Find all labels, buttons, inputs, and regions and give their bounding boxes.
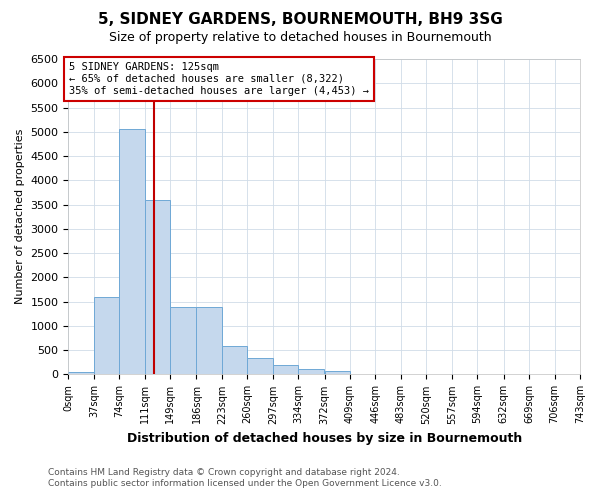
Bar xyxy=(94,297,119,374)
Text: Contains HM Land Registry data © Crown copyright and database right 2024.
Contai: Contains HM Land Registry data © Crown c… xyxy=(48,468,442,487)
Bar xyxy=(222,346,247,374)
Bar xyxy=(68,372,94,374)
Bar xyxy=(196,308,222,374)
Bar xyxy=(170,306,196,374)
Bar xyxy=(325,370,350,374)
Text: Size of property relative to detached houses in Bournemouth: Size of property relative to detached ho… xyxy=(109,31,491,44)
Y-axis label: Number of detached properties: Number of detached properties xyxy=(15,129,25,304)
Bar xyxy=(273,364,298,374)
Bar xyxy=(298,368,324,374)
Bar xyxy=(247,358,273,374)
X-axis label: Distribution of detached houses by size in Bournemouth: Distribution of detached houses by size … xyxy=(127,432,522,445)
Bar xyxy=(145,200,170,374)
Bar xyxy=(119,130,145,374)
Text: 5 SIDNEY GARDENS: 125sqm
← 65% of detached houses are smaller (8,322)
35% of sem: 5 SIDNEY GARDENS: 125sqm ← 65% of detach… xyxy=(69,62,369,96)
Text: 5, SIDNEY GARDENS, BOURNEMOUTH, BH9 3SG: 5, SIDNEY GARDENS, BOURNEMOUTH, BH9 3SG xyxy=(98,12,502,28)
